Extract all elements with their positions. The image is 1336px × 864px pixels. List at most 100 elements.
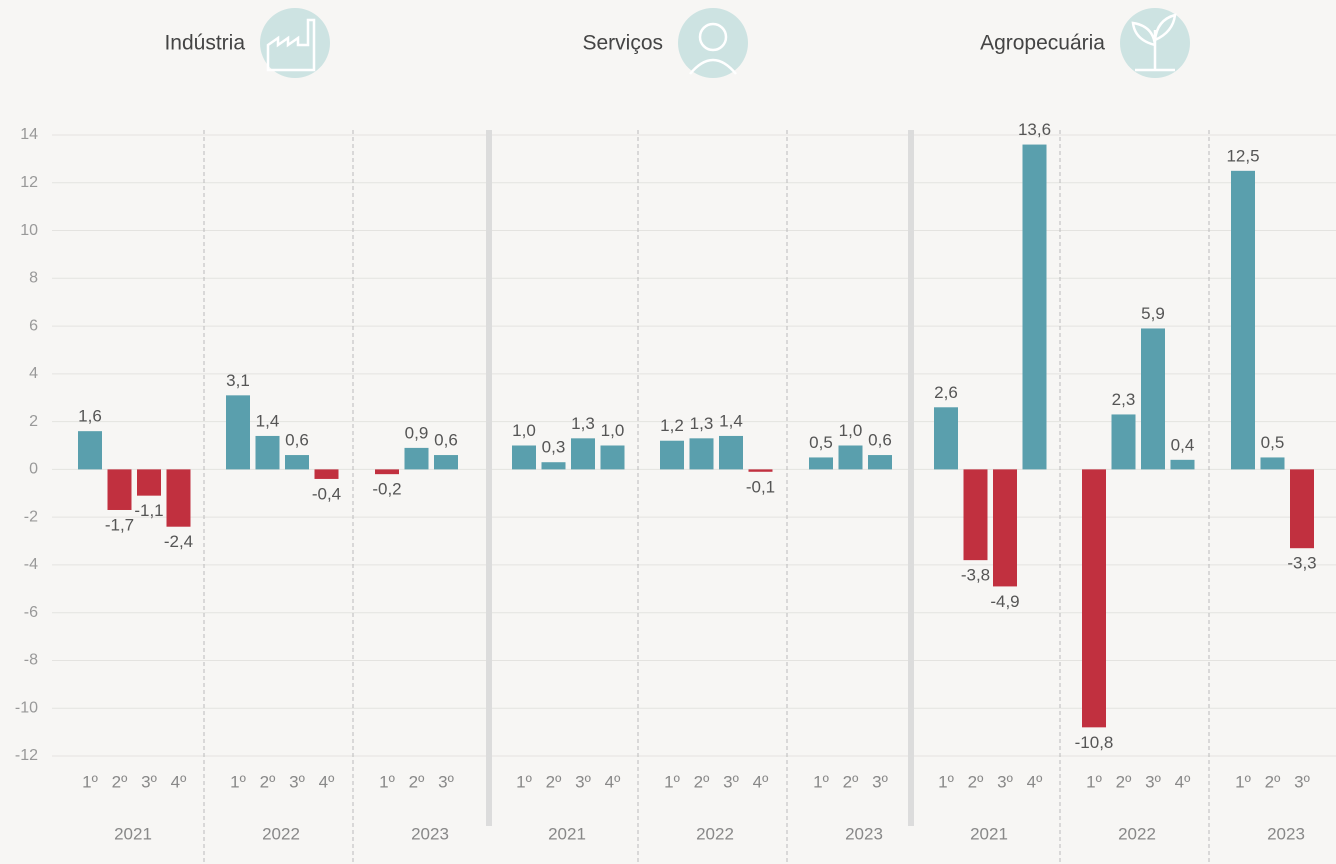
value-label: -1,1 xyxy=(134,501,163,520)
year-label: 2023 xyxy=(845,824,883,843)
bar xyxy=(107,469,132,510)
value-label: 0,5 xyxy=(809,433,833,452)
x-tick-label: 1º xyxy=(1086,772,1102,791)
bar xyxy=(1260,457,1285,470)
bar xyxy=(404,447,429,470)
x-tick-label: 4º xyxy=(605,772,621,791)
bar xyxy=(748,469,773,472)
bar xyxy=(1022,144,1047,470)
bar xyxy=(137,469,161,496)
value-label: 1,4 xyxy=(256,411,280,430)
value-label: -4,9 xyxy=(990,592,1019,611)
bar xyxy=(541,462,566,470)
x-tick-label: 2º xyxy=(843,772,859,791)
x-tick-label: 1º xyxy=(1235,772,1251,791)
value-label: 13,6 xyxy=(1018,120,1051,139)
x-tick-label: 4º xyxy=(319,772,335,791)
bar xyxy=(838,445,863,470)
year-label: 2021 xyxy=(548,824,586,843)
bar xyxy=(660,440,684,470)
value-label: 0,5 xyxy=(1261,433,1285,452)
value-label: 1,4 xyxy=(719,411,743,430)
x-tick-label: 1º xyxy=(938,772,954,791)
value-label: -10,8 xyxy=(1075,733,1114,752)
value-label: -3,3 xyxy=(1287,554,1316,573)
x-tick-label: 2º xyxy=(260,772,276,791)
y-tick-label: -8 xyxy=(24,652,38,669)
icon-services xyxy=(678,8,748,78)
icon-industry xyxy=(260,8,330,78)
bar xyxy=(1111,414,1136,470)
value-label: 1,3 xyxy=(571,414,595,433)
y-tick-label: -12 xyxy=(15,747,38,764)
value-label: -0,4 xyxy=(312,484,341,503)
bar xyxy=(689,438,714,470)
x-tick-label: 1º xyxy=(664,772,680,791)
bar xyxy=(719,435,743,470)
value-label: 2,6 xyxy=(934,383,958,402)
year-label: 2022 xyxy=(262,824,300,843)
x-tick-label: 1º xyxy=(379,772,395,791)
bar xyxy=(1141,328,1165,470)
x-tick-label: 3º xyxy=(141,772,157,791)
value-label: -3,8 xyxy=(961,566,990,585)
value-label: 0,3 xyxy=(542,438,566,457)
panel-title: Serviços xyxy=(582,32,663,55)
x-tick-label: 4º xyxy=(753,772,769,791)
x-tick-label: 2º xyxy=(112,772,128,791)
y-tick-label: -6 xyxy=(24,604,38,621)
value-label: -2,4 xyxy=(164,532,193,551)
bar xyxy=(166,469,191,527)
bar xyxy=(1290,469,1314,549)
y-tick-label: 2 xyxy=(29,413,38,430)
bar xyxy=(434,455,458,470)
bar xyxy=(375,469,399,475)
value-label: 1,0 xyxy=(601,421,625,440)
x-tick-label: 1º xyxy=(82,772,98,791)
bar xyxy=(963,469,988,561)
y-tick-label: -2 xyxy=(24,508,38,525)
bar xyxy=(314,469,339,479)
y-tick-label: 6 xyxy=(29,317,38,334)
year-label: 2022 xyxy=(696,824,734,843)
bar xyxy=(1082,469,1106,728)
x-tick-label: 3º xyxy=(575,772,591,791)
bar xyxy=(1231,170,1255,470)
value-label: -0,1 xyxy=(746,477,775,496)
value-label: 3,1 xyxy=(226,371,250,390)
year-label: 2022 xyxy=(1118,824,1156,843)
y-tick-label: 4 xyxy=(29,365,38,382)
panel-title: Agropecuária xyxy=(980,32,1105,55)
bar xyxy=(512,445,536,470)
y-tick-label: 8 xyxy=(29,270,38,287)
bar xyxy=(226,395,250,470)
x-tick-label: 2º xyxy=(694,772,710,791)
y-tick-label: 0 xyxy=(29,461,38,478)
y-tick-label: -10 xyxy=(15,699,38,716)
value-label: 1,0 xyxy=(839,421,863,440)
x-tick-label: 3º xyxy=(1145,772,1161,791)
x-tick-label: 1º xyxy=(813,772,829,791)
bar xyxy=(868,455,892,470)
x-tick-label: 3º xyxy=(872,772,888,791)
bar xyxy=(571,438,595,470)
value-label: 5,9 xyxy=(1141,304,1165,323)
y-tick-label: 14 xyxy=(20,126,38,143)
value-label: 1,6 xyxy=(78,407,102,426)
x-tick-label: 2º xyxy=(968,772,984,791)
x-tick-label: 3º xyxy=(1294,772,1310,791)
value-label: 0,9 xyxy=(405,423,429,442)
bar xyxy=(285,455,309,470)
value-label: 12,5 xyxy=(1226,146,1259,165)
value-label: -1,7 xyxy=(105,515,134,534)
x-tick-label: 3º xyxy=(997,772,1013,791)
bar xyxy=(1170,459,1195,470)
bar xyxy=(809,457,833,470)
value-label: 0,4 xyxy=(1171,435,1195,454)
x-tick-label: 3º xyxy=(289,772,305,791)
x-tick-label: 3º xyxy=(438,772,454,791)
panel-title: Indústria xyxy=(164,32,245,55)
x-tick-label: 2º xyxy=(1265,772,1281,791)
